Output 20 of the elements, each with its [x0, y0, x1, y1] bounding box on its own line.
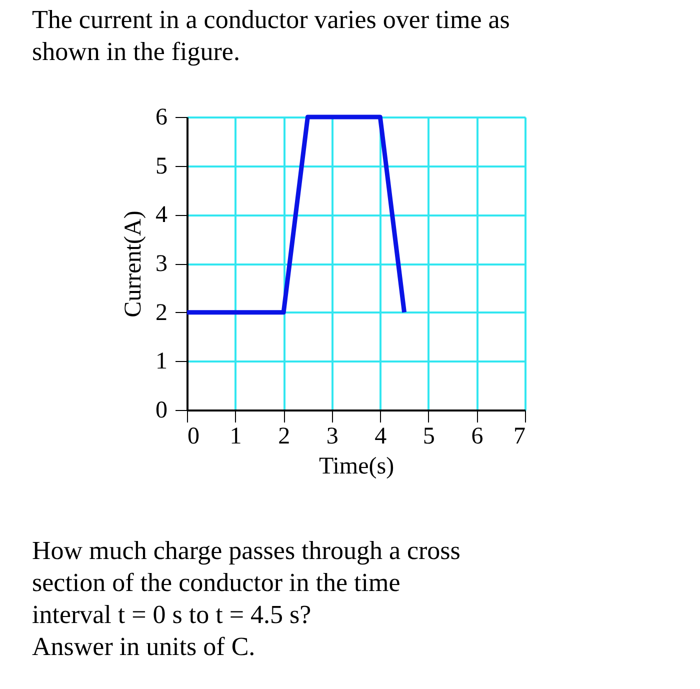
x-tick-label: 3: [326, 424, 338, 450]
text: How much charge passes through a cross section of the conductor in the time interval t = 0 s to t = 4.5 s?: [32, 536, 460, 629]
y-tick-label: 0: [156, 398, 168, 424]
text: Answer in units of C.: [32, 632, 256, 661]
x-tick-label: 5: [422, 424, 435, 450]
x-axis-title: Time(s): [318, 454, 394, 480]
x-tick-label: 4: [374, 424, 387, 450]
x-tick-label: 2: [278, 424, 290, 450]
y-tick-label: 1: [156, 348, 168, 375]
x-tick-label: 6: [471, 424, 484, 450]
x-tick-label: 7: [514, 424, 526, 450]
y-tick-label: 4: [156, 202, 168, 228]
chart-title: The current in a conductor varies over time as shown in the figure.: [32, 5, 510, 66]
y-axis-title: Current(A): [120, 210, 146, 318]
y-tick-label: 3: [156, 251, 168, 277]
x-tick-label: 1: [230, 424, 242, 450]
y-tick-label: 6: [156, 104, 168, 130]
y-tick-label: 5: [156, 153, 168, 180]
x-tick-label: 0: [188, 424, 200, 450]
y-tick-label: 2: [156, 300, 168, 326]
